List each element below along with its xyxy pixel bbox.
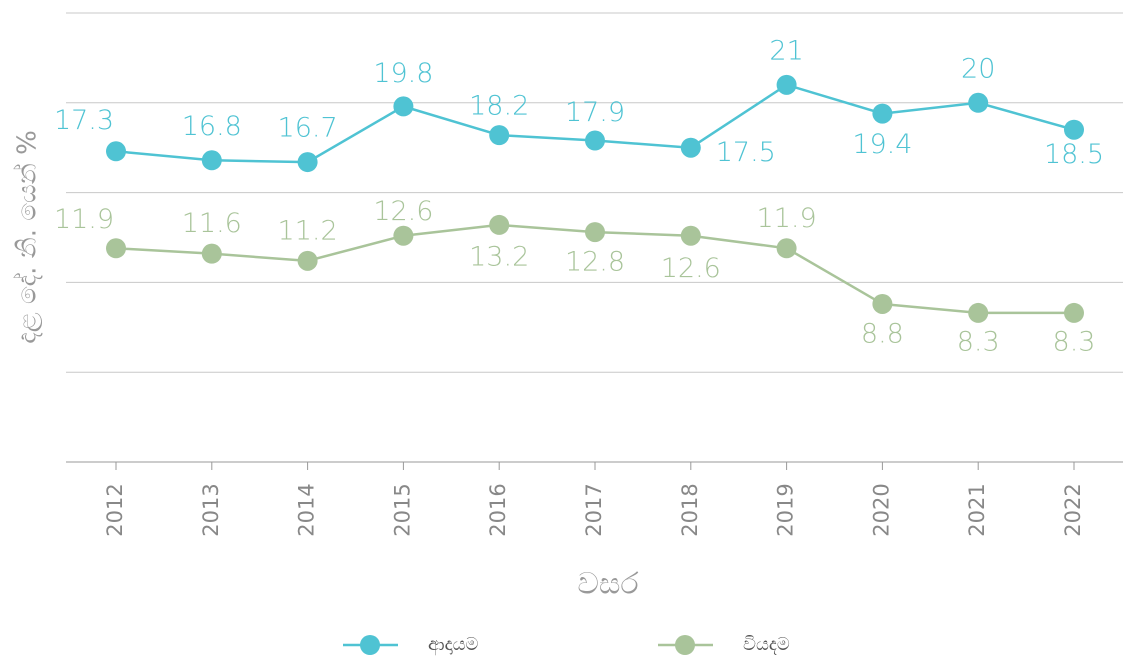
legend-marker [675,635,695,655]
x-tick-label: 2012 [103,483,127,536]
point [968,302,989,323]
data-label: 20 [961,53,995,84]
point [776,74,797,95]
point [297,250,318,271]
data-label: 12.6 [373,196,433,227]
data-label: 18.2 [469,91,529,122]
x-tick-label: 2020 [869,483,893,536]
point [680,137,701,158]
x-tick-label: 2016 [486,483,510,536]
data-label: 19.4 [852,129,912,160]
x-tick-label: 2017 [582,483,606,536]
point [393,96,414,117]
data-label: 11.6 [182,208,242,239]
point [680,225,701,246]
x-tick-label: 2021 [965,483,989,536]
point [297,152,318,173]
data-label: 11.2 [278,215,338,246]
point [489,214,510,235]
point [489,125,510,146]
point [106,238,126,259]
data-label: 16.8 [182,111,242,142]
x-tick-label: 2018 [678,483,702,536]
data-label: 17.9 [565,97,625,128]
data-label: 8.8 [861,318,904,349]
data-label: 13.2 [469,241,529,272]
data-label: 11.9 [54,204,114,235]
x-axis-label: වසර [577,567,638,602]
point [968,92,989,113]
x-tick-label: 2014 [295,483,319,536]
data-label: 11.9 [757,203,817,234]
point [585,222,605,243]
x-tick-label: 2019 [774,483,798,536]
data-label: 17.5 [716,137,776,168]
data-label: 21 [769,35,803,66]
point [201,243,222,264]
point [393,225,414,246]
point [201,150,222,171]
data-label: 12.8 [565,247,625,278]
data-label: 18.5 [1044,139,1104,170]
point [776,238,797,259]
legend-label: වියදම [743,634,790,655]
point [106,141,126,162]
x-tick-label: 2015 [390,483,414,536]
point [1064,119,1084,140]
data-label: 8.3 [957,326,1000,357]
data-label: 19.8 [373,58,433,89]
point [872,103,893,124]
point [585,130,605,151]
y-axis-label: දළ දේ. නි. යෙන් % [13,130,43,344]
legend-label: ආදායම [428,634,479,656]
point [872,293,893,314]
x-tick-label: 2013 [199,483,223,536]
x-tick-label: 2022 [1061,483,1085,536]
data-label: 8.3 [1053,326,1096,357]
legend-marker [360,635,380,655]
data-label: 16.7 [278,113,338,144]
point [1064,302,1084,323]
data-label: 12.6 [661,253,721,284]
data-label: 17.3 [54,105,114,136]
